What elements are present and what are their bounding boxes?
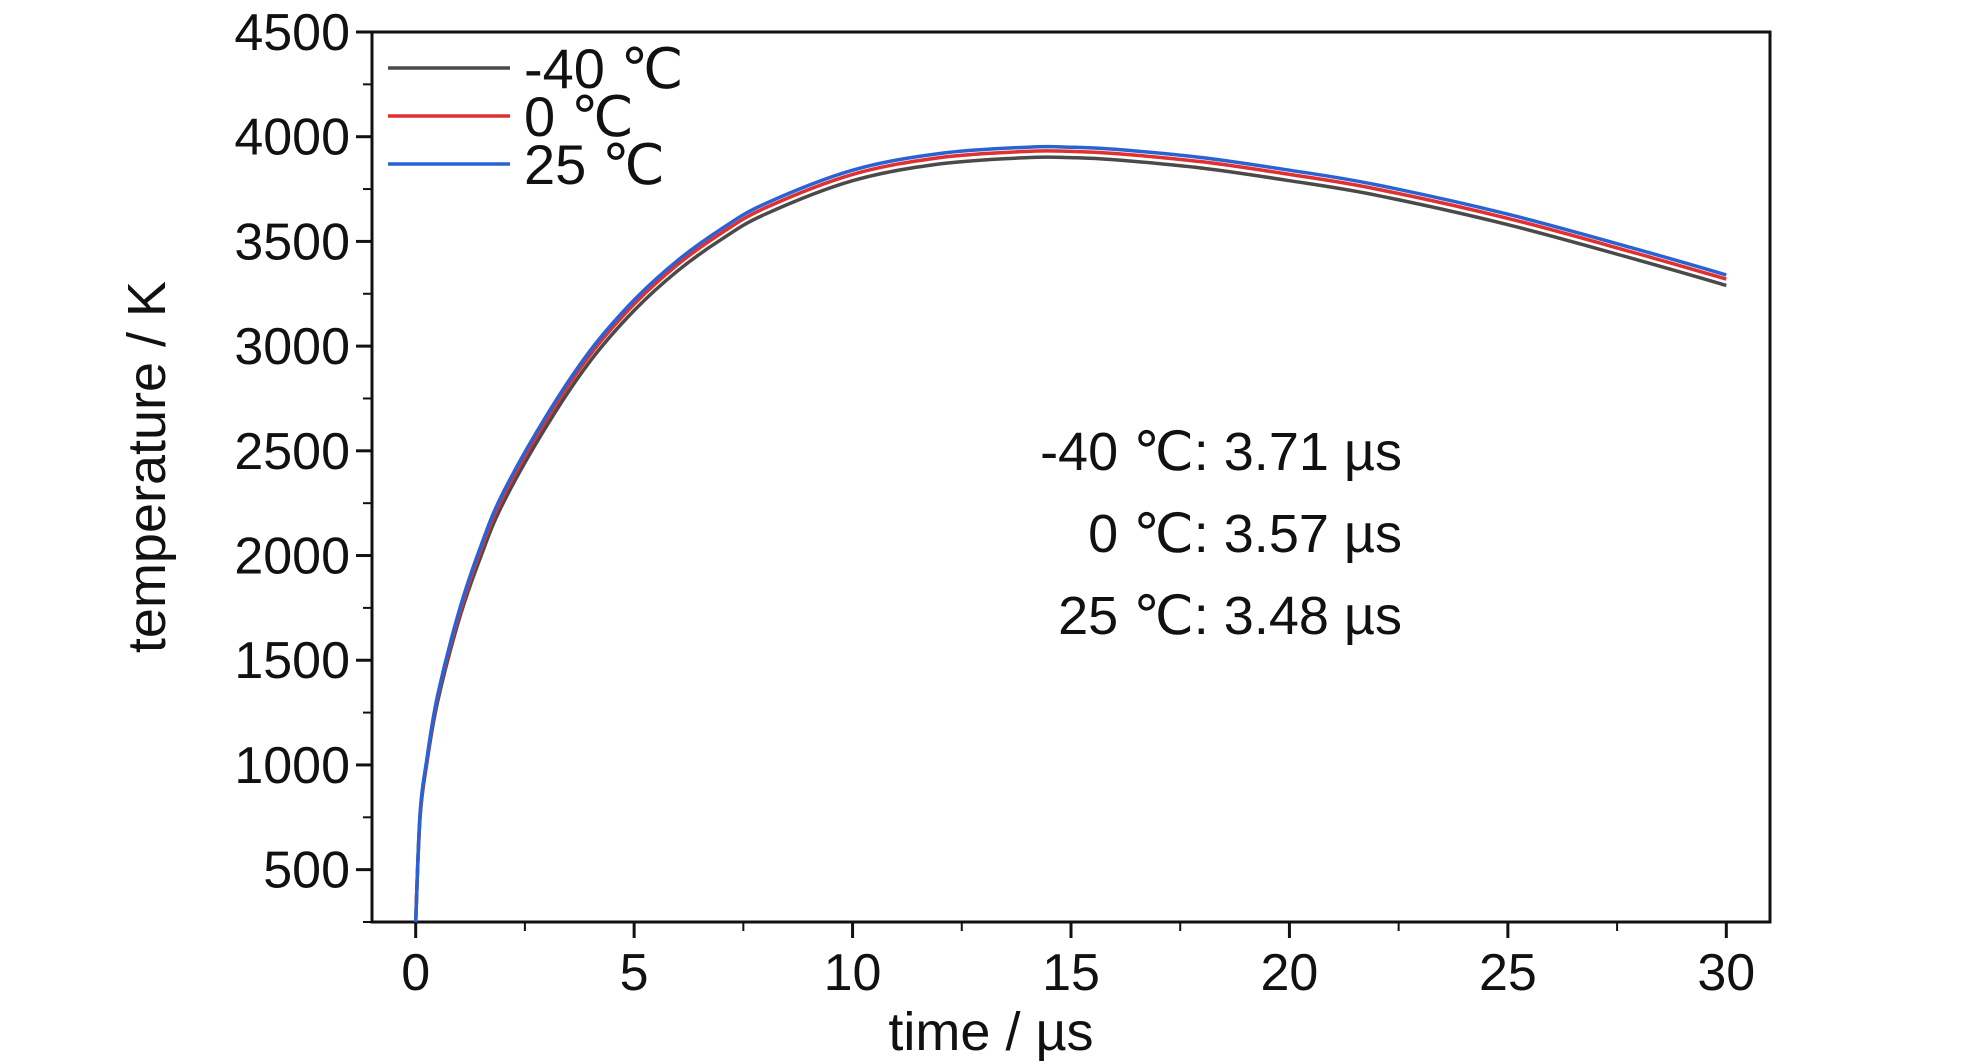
y-tick-label: 1000	[234, 737, 350, 795]
series-line-1	[413, 149, 1727, 923]
y-tick-label: 500	[263, 842, 350, 900]
legend-label-2: 25 ℃	[524, 133, 665, 196]
axis-ticks	[356, 30, 1728, 938]
annotation-block: -40 ℃: 3.71 µs 0 ℃: 3.57 µs 25 ℃: 3.48 µs	[1040, 422, 1402, 646]
x-tick-label: 10	[824, 944, 882, 1002]
series-line-2	[413, 144, 1727, 923]
y-tick-label: 2000	[234, 528, 350, 586]
x-tick-label: 15	[1042, 944, 1100, 1002]
y-tick-label: 1500	[234, 632, 350, 690]
y-tick-label: 2500	[234, 423, 350, 481]
x-tick-label: 30	[1697, 944, 1755, 1002]
y-tick-label: 4500	[234, 4, 350, 62]
x-tick-label: 0	[401, 944, 430, 1002]
x-tick-label: 25	[1479, 944, 1537, 1002]
x-axis-label: time / µs	[888, 1002, 1093, 1062]
tick-labels: 0 5 10 15 20 25 30 500 1000 1500 2000 2500 3000 3500 4…	[234, 4, 1755, 1002]
y-tick-label: 4000	[234, 109, 350, 167]
annotation-line-2: 25 ℃: 3.48 µs	[1058, 586, 1402, 646]
y-axis-label: temperature / K	[117, 281, 177, 653]
legend-label-1: 0 ℃	[524, 85, 634, 148]
series-line-0	[413, 155, 1727, 923]
annotation-line-1: 0 ℃: 3.57 µs	[1088, 504, 1402, 564]
x-tick-label: 20	[1261, 944, 1319, 1002]
annotation-line-0: -40 ℃: 3.71 µs	[1040, 422, 1402, 482]
legend: -40 ℃0 ℃25 ℃	[388, 37, 683, 196]
y-tick-label: 3000	[234, 318, 350, 376]
y-tick-label: 3500	[234, 213, 350, 271]
x-tick-label: 5	[620, 944, 649, 1002]
series-layer	[413, 144, 1727, 923]
legend-label-0: -40 ℃	[524, 37, 683, 100]
